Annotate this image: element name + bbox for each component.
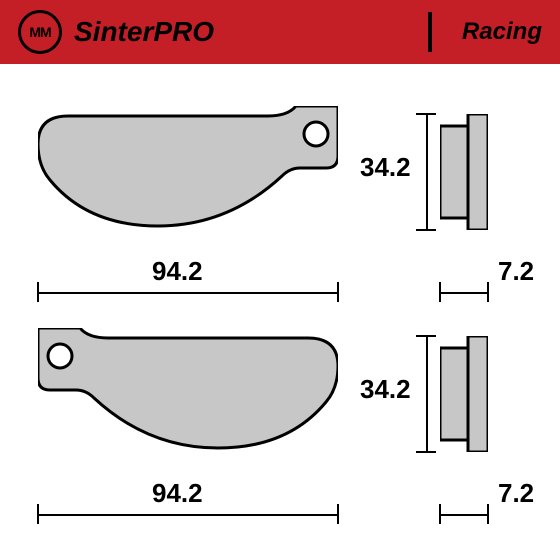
dimension-line: [440, 292, 488, 294]
dimension-line: [38, 514, 338, 516]
brake-pad-side: [440, 114, 488, 230]
dimension-value: 7.2: [498, 478, 534, 509]
dimension-line: [426, 336, 428, 452]
dimension-tick: [439, 282, 441, 302]
dimension-line: [440, 514, 488, 516]
dimension-tick: [487, 282, 489, 302]
dimension-tick: [439, 504, 441, 524]
dimension-line: [38, 292, 338, 294]
dimension-tick: [416, 229, 436, 231]
dimension-tick: [37, 282, 39, 302]
logo-icon: MM: [18, 10, 62, 54]
dimension-value: 34.2: [360, 152, 411, 183]
dimension-tick: [416, 335, 436, 337]
dimension-tick: [416, 451, 436, 453]
brake-pad-face: [38, 328, 338, 458]
dimension-tick: [487, 504, 489, 524]
dimension-value: 94.2: [152, 256, 203, 287]
dimension-line: [426, 114, 428, 230]
dimension-value: 34.2: [360, 374, 411, 405]
dimension-tick: [337, 504, 339, 524]
category-label: Racing: [462, 18, 542, 46]
dimension-tick: [37, 504, 39, 524]
dimension-value: 94.2: [152, 478, 203, 509]
brake-pad-face: [38, 106, 338, 236]
brand-label: SinterPRO: [74, 16, 214, 48]
logo-inner-text: MM: [29, 24, 50, 40]
header-bar: MM SinterPRO Racing: [0, 0, 560, 64]
dimension-value: 7.2: [498, 256, 534, 287]
brake-pad-side: [440, 336, 488, 452]
dimension-tick: [416, 113, 436, 115]
header-divider: [428, 12, 432, 52]
diagram-area: 34.2 94.2 7.2 34.2 94.2 7.2: [0, 64, 560, 560]
dimension-tick: [337, 282, 339, 302]
